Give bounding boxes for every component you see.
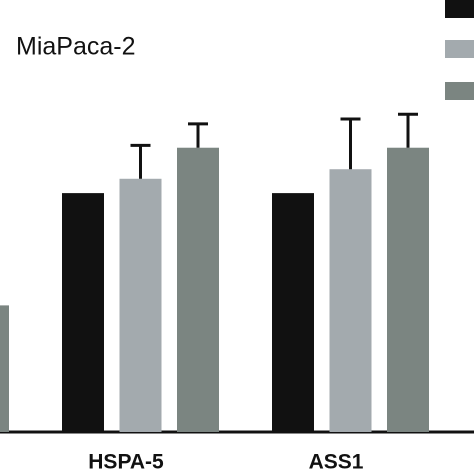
x-tick-label: ASS1 (309, 451, 364, 474)
bar (0, 305, 9, 432)
error-bar (188, 122, 208, 148)
bar (62, 193, 104, 432)
bar (329, 169, 372, 432)
x-tick-label: HSPA-5 (88, 451, 164, 474)
error-bar (340, 117, 361, 170)
chart-title: MiaPaca-2 (16, 33, 136, 61)
legend-swatch (445, 40, 474, 58)
legend-swatch (445, 82, 474, 100)
bar (177, 147, 219, 432)
bar (119, 178, 162, 432)
bar (387, 147, 429, 432)
bar (272, 193, 314, 432)
legend-swatch (445, 0, 474, 18)
error-bar (130, 143, 151, 179)
error-bar (398, 112, 418, 148)
